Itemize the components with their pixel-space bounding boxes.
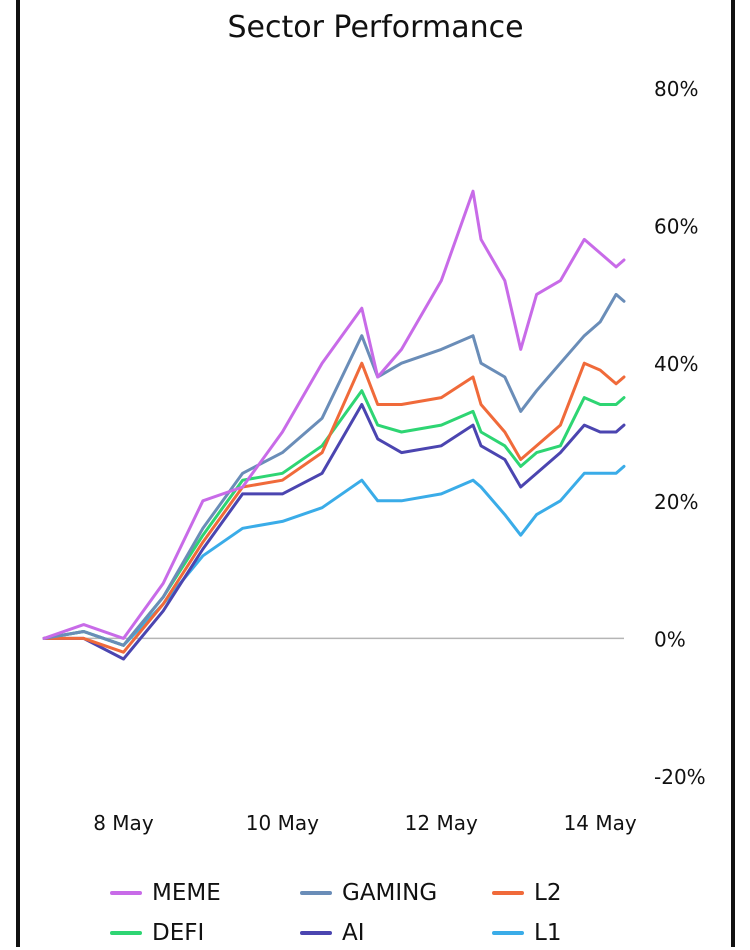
- legend-swatch-defi: [110, 931, 142, 935]
- frame-left-border: [16, 0, 20, 947]
- x-tick-label: 14 May: [564, 811, 637, 835]
- x-tick-label: 8 May: [93, 811, 154, 835]
- y-tick-label: -20%: [654, 765, 706, 789]
- legend-swatch-l1: [492, 931, 524, 935]
- sector-performance-chart: 80% 60% 40% 20% 0% -20% 8 May 10 May 12 May 14 Ma…: [42, 77, 706, 835]
- legend-item-ai[interactable]: AI: [300, 916, 365, 950]
- x-tick-label: 10 May: [246, 811, 319, 835]
- legend-item-meme[interactable]: MEME: [110, 876, 221, 910]
- legend-swatch-l2: [492, 891, 524, 895]
- y-tick-label: 60%: [654, 215, 698, 239]
- legend-label-defi: DEFI: [152, 920, 205, 946]
- y-tick-label: 0%: [654, 627, 686, 651]
- legend-item-defi[interactable]: DEFI: [110, 916, 204, 950]
- series-line-gaming: [42, 292, 626, 647]
- legend-label-l2: L2: [534, 880, 562, 906]
- y-tick-label: 40%: [654, 352, 698, 376]
- series-line-l1: [42, 464, 626, 647]
- legend-item-gaming[interactable]: GAMING: [300, 876, 437, 910]
- legend-label-l1: L1: [534, 920, 562, 946]
- series-line-defi: [42, 389, 626, 647]
- frame-right-border: [731, 0, 735, 947]
- legend-item-l1[interactable]: L1: [492, 916, 561, 950]
- legend-swatch-meme: [110, 891, 142, 895]
- chart-title: Sector Performance: [227, 10, 524, 45]
- legend-label-meme: MEME: [152, 880, 221, 906]
- series-line-ai: [42, 403, 626, 661]
- series-line-l2: [42, 361, 626, 654]
- legend-swatch-gaming: [300, 891, 332, 895]
- x-tick-label: 12 May: [405, 811, 478, 835]
- y-tick-label: 80%: [654, 77, 698, 101]
- series-line-meme: [42, 189, 626, 640]
- legend-label-ai: AI: [342, 920, 365, 946]
- y-tick-label: 20%: [654, 490, 698, 514]
- legend-item-l2[interactable]: L2: [492, 876, 561, 910]
- legend-swatch-ai: [300, 931, 332, 935]
- legend-label-gaming: GAMING: [342, 880, 438, 906]
